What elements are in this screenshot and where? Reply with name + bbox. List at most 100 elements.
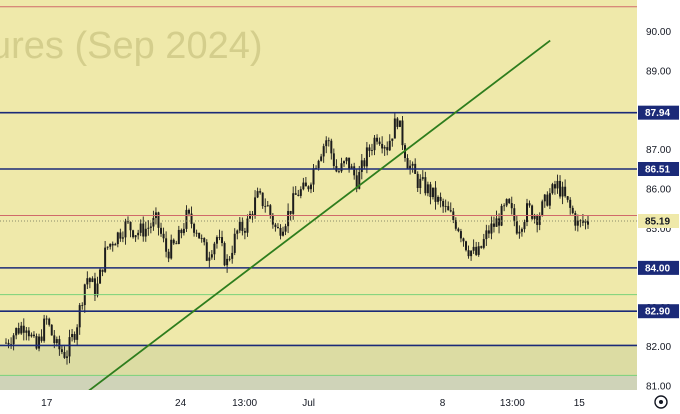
price-axis[interactable]: 90.0089.0088.0087.0086.0085.0084.0083.00… xyxy=(637,0,680,414)
candle-body xyxy=(576,220,579,226)
y-tick-label-9: 81.00 xyxy=(646,382,671,393)
bottom-band xyxy=(0,375,637,390)
candle-body xyxy=(325,140,328,147)
candle-body xyxy=(165,238,168,252)
candle-body xyxy=(528,203,531,206)
y-tick-label-5: 85.00 xyxy=(646,224,671,235)
candle-body xyxy=(27,330,30,337)
candle-body xyxy=(536,215,539,225)
candle-body xyxy=(393,118,396,139)
candle-body xyxy=(388,140,391,151)
candle-body xyxy=(495,218,498,227)
candle-body xyxy=(63,352,66,358)
candle-body xyxy=(431,187,434,198)
candle-body xyxy=(198,232,201,239)
candle-body xyxy=(228,258,231,260)
candle-body xyxy=(376,137,379,142)
lower-band xyxy=(0,345,637,376)
candle-body xyxy=(434,187,437,202)
candle-body xyxy=(25,330,28,333)
candle-body xyxy=(226,258,229,266)
trend-line[interactable] xyxy=(84,39,551,395)
x-tick-label-3: Jul xyxy=(302,398,315,409)
candle-body xyxy=(256,191,259,198)
current-price-label: 85.19 xyxy=(645,217,670,228)
candle-body xyxy=(447,206,450,211)
gear-icon xyxy=(654,395,668,409)
candle-body xyxy=(587,220,589,225)
candle-body xyxy=(10,344,13,346)
candle-body xyxy=(15,328,18,336)
candle-body xyxy=(241,221,244,231)
candle-body xyxy=(454,220,457,229)
candle-body xyxy=(459,231,462,239)
candle-body xyxy=(409,165,412,170)
candle-body xyxy=(294,193,297,195)
candle-body xyxy=(337,171,340,173)
candle-body xyxy=(185,209,188,229)
level-tag-0 xyxy=(638,105,679,120)
candle-body xyxy=(485,230,488,240)
candle-body xyxy=(7,342,10,345)
candle-body xyxy=(35,336,38,349)
candle-body xyxy=(462,238,465,242)
candle-body xyxy=(411,163,414,166)
candle-body xyxy=(510,203,513,209)
candle-body xyxy=(60,349,63,353)
settings-button[interactable] xyxy=(654,395,668,409)
y-tick-label-1: 89.00 xyxy=(646,66,671,77)
candle-body xyxy=(282,231,285,236)
candle-body xyxy=(236,230,239,234)
current-price-tag xyxy=(638,214,679,228)
candle-body xyxy=(437,196,440,202)
candle-body xyxy=(38,336,41,349)
candle-body xyxy=(381,143,384,149)
candle-body xyxy=(93,278,96,296)
candle-body xyxy=(513,208,516,221)
candle-body xyxy=(152,217,155,227)
candle-body xyxy=(126,221,129,223)
candle-body xyxy=(121,237,124,239)
candle-body xyxy=(378,141,381,144)
candle-body xyxy=(355,175,358,189)
candle-body xyxy=(271,214,274,225)
candle-body xyxy=(175,243,178,245)
level-tag-label-2: 84.00 xyxy=(645,263,670,274)
candle-body xyxy=(78,305,81,328)
candle-body xyxy=(533,215,536,219)
candle-body xyxy=(353,166,356,176)
candle-body xyxy=(238,221,241,231)
x-tick-label-2: 13:00 xyxy=(232,398,257,409)
candle-body xyxy=(114,244,117,246)
candle-body xyxy=(210,254,213,258)
candle-body xyxy=(340,163,343,172)
candle-body xyxy=(475,246,478,255)
x-tick-label-4: 8 xyxy=(440,398,446,409)
candle-body xyxy=(487,230,490,234)
candle-body xyxy=(246,218,249,233)
candle-body xyxy=(86,278,89,285)
candle-body xyxy=(566,196,569,200)
candle-body xyxy=(518,231,521,234)
candle-body xyxy=(261,192,264,207)
candle-body xyxy=(157,212,160,228)
candle-body xyxy=(251,213,254,216)
candle-body xyxy=(465,241,468,251)
candle-body xyxy=(30,334,33,337)
candle-body xyxy=(221,237,224,244)
candle-body xyxy=(193,223,196,233)
candle-body xyxy=(276,226,279,228)
candle-body xyxy=(187,209,190,214)
candle-body xyxy=(396,118,399,127)
time-axis[interactable]: 17 24 13:00 Jul 8 13:00 15 xyxy=(0,390,637,414)
candle-body xyxy=(132,230,135,238)
candle-body xyxy=(368,147,371,151)
candle-body xyxy=(363,160,366,167)
time-axis-background xyxy=(0,390,637,414)
plot-area xyxy=(0,0,637,390)
candle-body xyxy=(546,194,549,206)
candle-body xyxy=(358,171,361,189)
candle-body xyxy=(559,180,562,197)
candle-body xyxy=(391,138,394,141)
